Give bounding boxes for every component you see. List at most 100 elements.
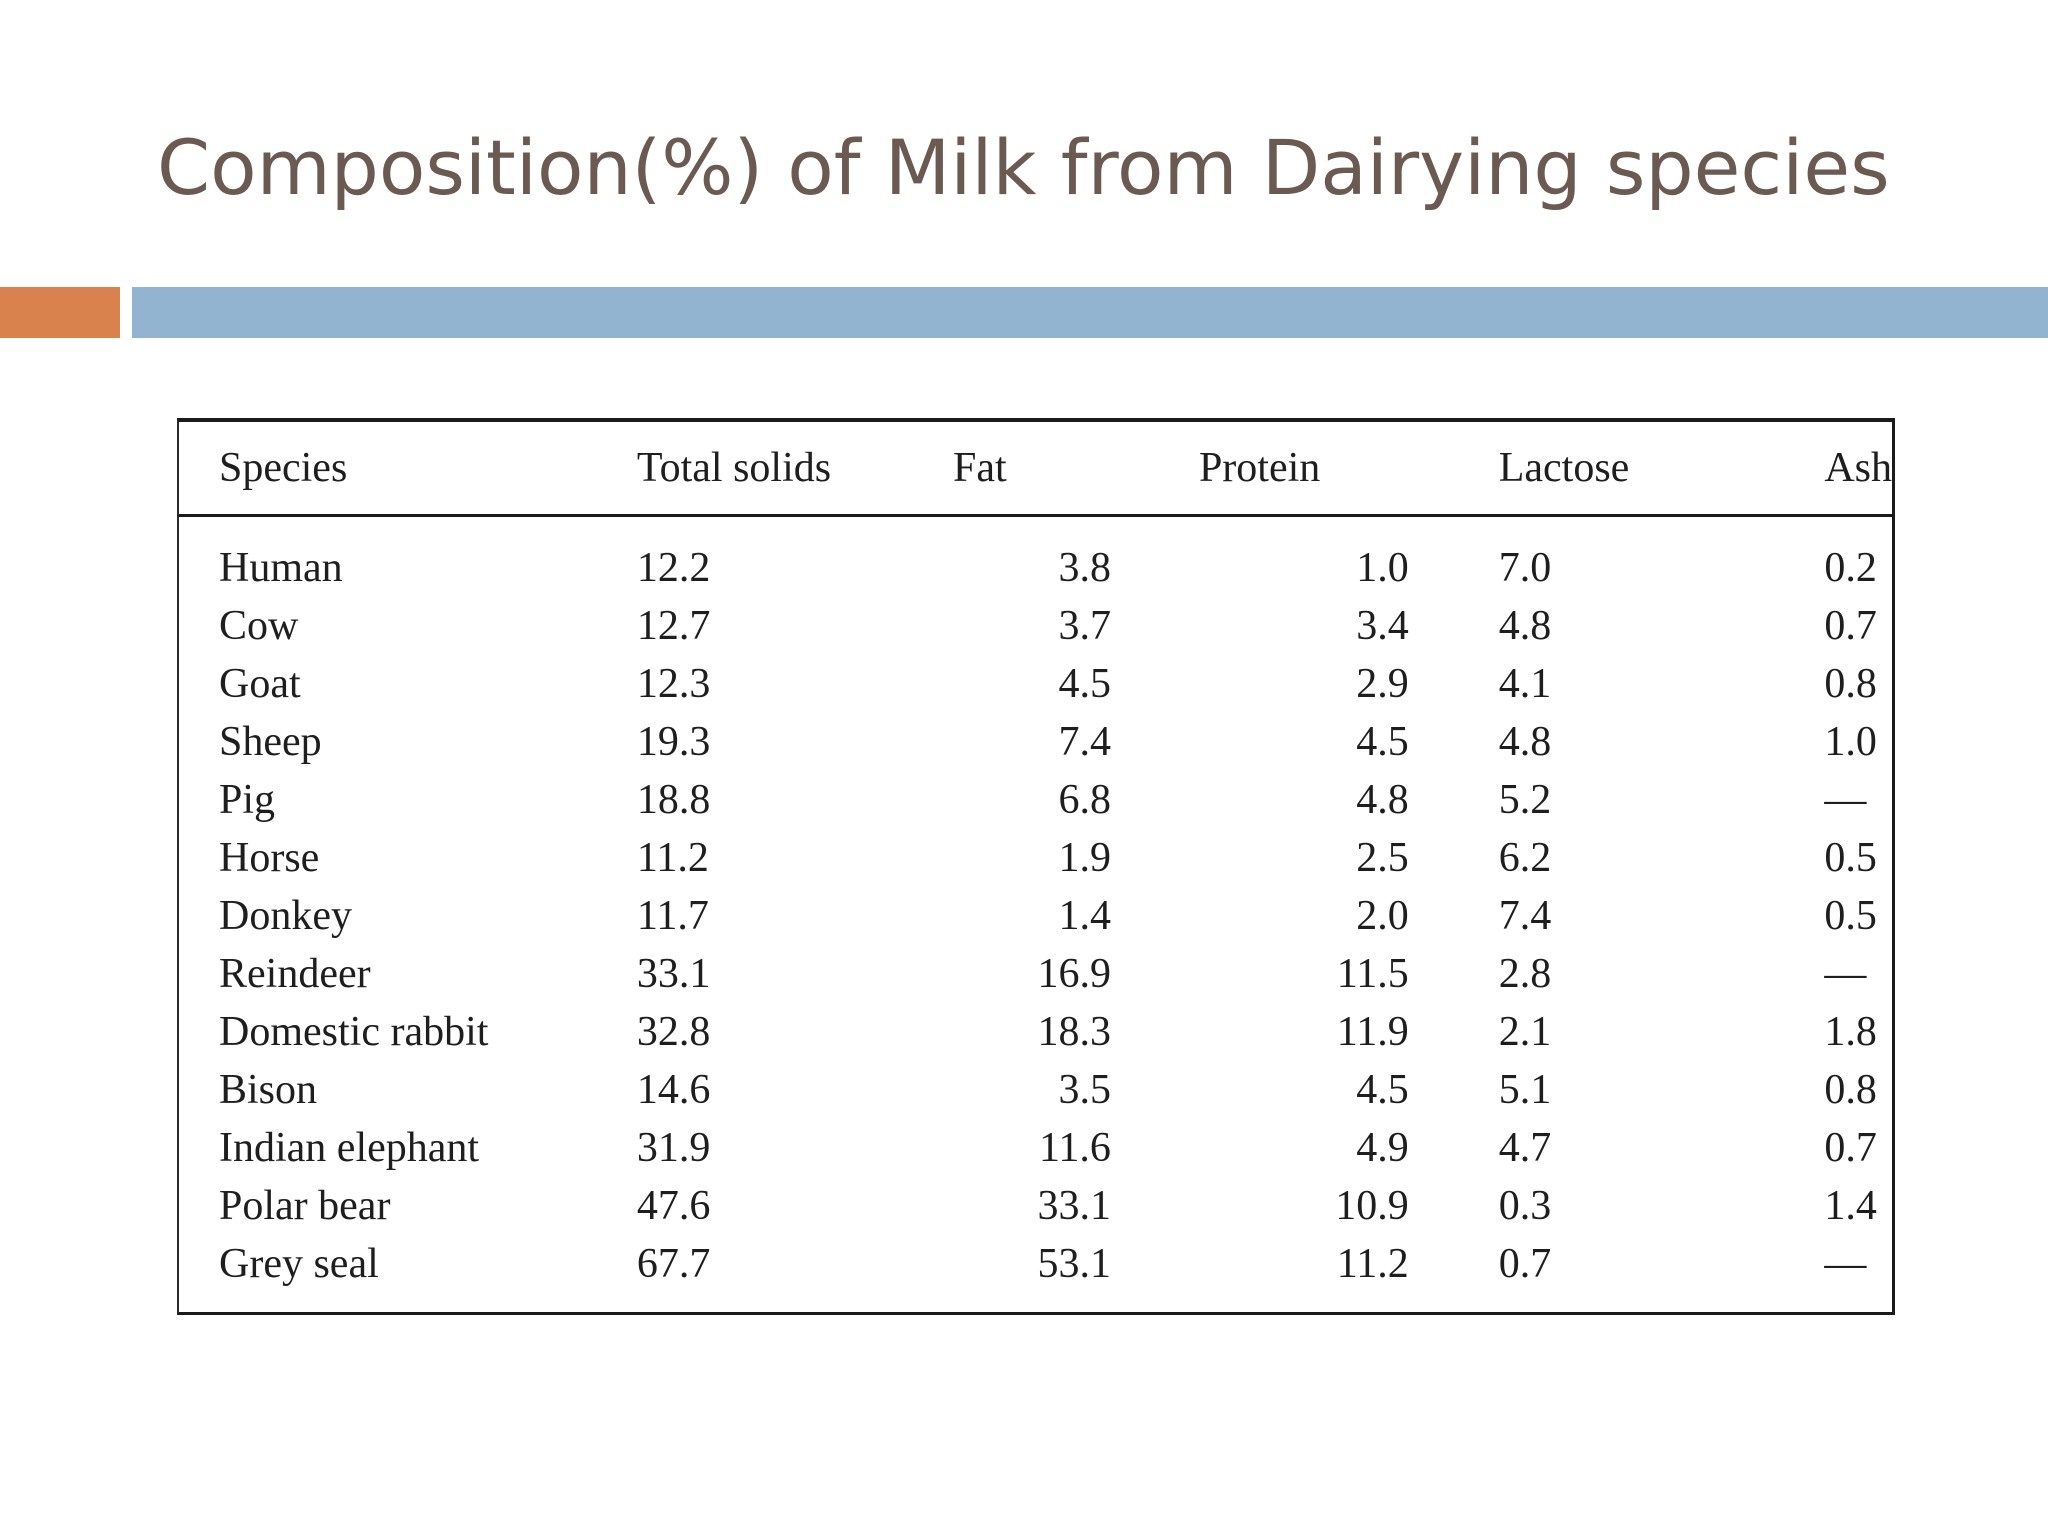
table-row: Pig 18.8 6.8 4.8 5.2 — (179, 771, 1892, 829)
cell-fat: 1.9 (1058, 835, 1111, 881)
cell-lactose: 2.8 (1498, 951, 1552, 997)
cell-ash: 1.4 (1824, 1183, 1877, 1229)
cell-total-solids: 12.2 (636, 545, 711, 591)
slide-title: Composition(%) of Milk from Dairying spe… (157, 123, 1890, 212)
cell-species: Indian elephant (219, 1125, 480, 1171)
table-row: Horse 11.2 1.9 2.5 6.2 0.5 (179, 829, 1892, 887)
table-header: Species Total solids Fat Protein Lactose… (179, 422, 1892, 517)
cell-total-solids: 31.9 (636, 1125, 711, 1171)
cell-protein: 4.9 (1356, 1125, 1409, 1171)
cell-fat: 16.9 (1037, 951, 1111, 997)
cell-species: Pig (219, 777, 276, 823)
header-row: Species Total solids Fat Protein Lactose… (179, 422, 1892, 517)
cell-lactose: 0.7 (1498, 1241, 1552, 1287)
cell-ash: 0.8 (1824, 1067, 1877, 1113)
cell-ash: 1.0 (1824, 719, 1877, 765)
cell-ash: 0.8 (1824, 661, 1877, 707)
cell-total-solids: 11.2 (636, 835, 709, 881)
cell-lactose: 2.1 (1498, 1009, 1552, 1055)
header-ash: Ash (1763, 422, 1892, 517)
cell-lactose: 7.0 (1498, 545, 1552, 591)
header-species: Species (179, 422, 637, 517)
cell-ash: — (1824, 1241, 1867, 1287)
cell-species: Goat (219, 661, 301, 707)
cell-total-solids: 18.8 (636, 777, 711, 823)
cell-total-solids: 12.3 (636, 661, 711, 707)
cell-protein: 4.8 (1356, 777, 1409, 823)
cell-protein: 1.0 (1356, 545, 1409, 591)
cell-protein: 11.2 (1336, 1241, 1409, 1287)
accent-bar-blue (132, 287, 2048, 338)
cell-protein: 4.5 (1356, 719, 1409, 765)
cell-ash: 0.7 (1824, 1125, 1877, 1171)
cell-fat: 3.5 (1058, 1067, 1111, 1113)
cell-fat: 3.8 (1058, 545, 1111, 591)
cell-ash: 1.8 (1824, 1009, 1877, 1055)
cell-species: Human (219, 545, 343, 591)
cell-ash: — (1824, 777, 1867, 823)
table-row: Goat 12.3 4.5 2.9 4.1 0.8 (179, 655, 1892, 713)
cell-fat: 6.8 (1058, 777, 1111, 823)
cell-species: Cow (219, 603, 299, 649)
cell-species: Grey seal (219, 1241, 379, 1287)
cell-ash: 0.7 (1824, 603, 1877, 649)
cell-lactose: 4.8 (1498, 719, 1552, 765)
cell-fat: 11.6 (1038, 1125, 1111, 1171)
cell-fat: 1.4 (1058, 893, 1111, 939)
cell-fat: 53.1 (1037, 1241, 1111, 1287)
cell-total-solids: 14.6 (636, 1067, 711, 1113)
cell-total-solids: 33.1 (636, 951, 711, 997)
cell-protein: 11.9 (1336, 1009, 1409, 1055)
cell-lactose: 5.2 (1498, 777, 1552, 823)
cell-total-solids: 11.7 (636, 893, 709, 939)
table-row: Human 12.2 3.8 1.0 7.0 0.2 (179, 516, 1892, 598)
cell-protein: 2.5 (1356, 835, 1409, 881)
cell-species: Horse (219, 835, 320, 881)
cell-species: Bison (219, 1067, 318, 1113)
cell-ash: — (1824, 951, 1867, 997)
table-row: Donkey 11.7 1.4 2.0 7.4 0.5 (179, 887, 1892, 945)
header-fat: Fat (916, 422, 1111, 517)
cell-lactose: 4.1 (1498, 661, 1552, 707)
cell-fat: 4.5 (1058, 661, 1111, 707)
cell-species: Donkey (219, 893, 352, 939)
cell-total-solids: 32.8 (636, 1009, 711, 1055)
cell-total-solids: 47.6 (636, 1183, 711, 1229)
milk-composition-table-frame: Species Total solids Fat Protein Lactose… (177, 418, 1895, 1315)
cell-species: Reindeer (219, 951, 371, 997)
table-row: Sheep 19.3 7.4 4.5 4.8 1.0 (179, 713, 1892, 771)
table-row: Grey seal 67.7 53.1 11.2 0.7 — (179, 1235, 1892, 1293)
cell-total-solids: 67.7 (636, 1241, 711, 1287)
cell-species: Domestic rabbit (219, 1009, 489, 1055)
cell-protein: 2.0 (1356, 893, 1409, 939)
cell-lactose: 4.7 (1498, 1125, 1552, 1171)
cell-protein: 10.9 (1335, 1183, 1409, 1229)
table-row: Indian elephant 31.9 11.6 4.9 4.7 0.7 (179, 1119, 1892, 1177)
cell-ash: 0.5 (1824, 835, 1877, 881)
cell-lactose: 6.2 (1498, 835, 1552, 881)
table-body: Human 12.2 3.8 1.0 7.0 0.2 Cow 12.7 3.7 3.4 4.8 0.7… (179, 516, 1892, 1294)
cell-fat: 18.3 (1037, 1009, 1111, 1055)
accent-bar-orange (0, 287, 120, 338)
cell-fat: 33.1 (1037, 1183, 1111, 1229)
header-total-solids: Total solids (636, 422, 917, 517)
cell-species: Polar bear (219, 1183, 391, 1229)
cell-ash: 0.2 (1824, 545, 1877, 591)
cell-protein: 4.5 (1356, 1067, 1409, 1113)
table-row: Polar bear 47.6 33.1 10.9 0.3 1.4 (179, 1177, 1892, 1235)
cell-fat: 7.4 (1058, 719, 1111, 765)
table-row: Domestic rabbit 32.8 18.3 11.9 2.1 1.8 (179, 1003, 1892, 1061)
cell-protein: 2.9 (1356, 661, 1409, 707)
cell-protein: 3.4 (1356, 603, 1409, 649)
cell-fat: 3.7 (1058, 603, 1111, 649)
header-protein: Protein (1110, 422, 1409, 517)
milk-composition-table: Species Total solids Fat Protein Lactose… (179, 422, 1892, 1293)
cell-protein: 11.5 (1336, 951, 1409, 997)
cell-lactose: 4.8 (1498, 603, 1552, 649)
table-row: Cow 12.7 3.7 3.4 4.8 0.7 (179, 597, 1892, 655)
cell-lactose: 7.4 (1498, 893, 1552, 939)
table-row: Bison 14.6 3.5 4.5 5.1 0.8 (179, 1061, 1892, 1119)
cell-total-solids: 12.7 (636, 603, 711, 649)
cell-ash: 0.5 (1824, 893, 1877, 939)
